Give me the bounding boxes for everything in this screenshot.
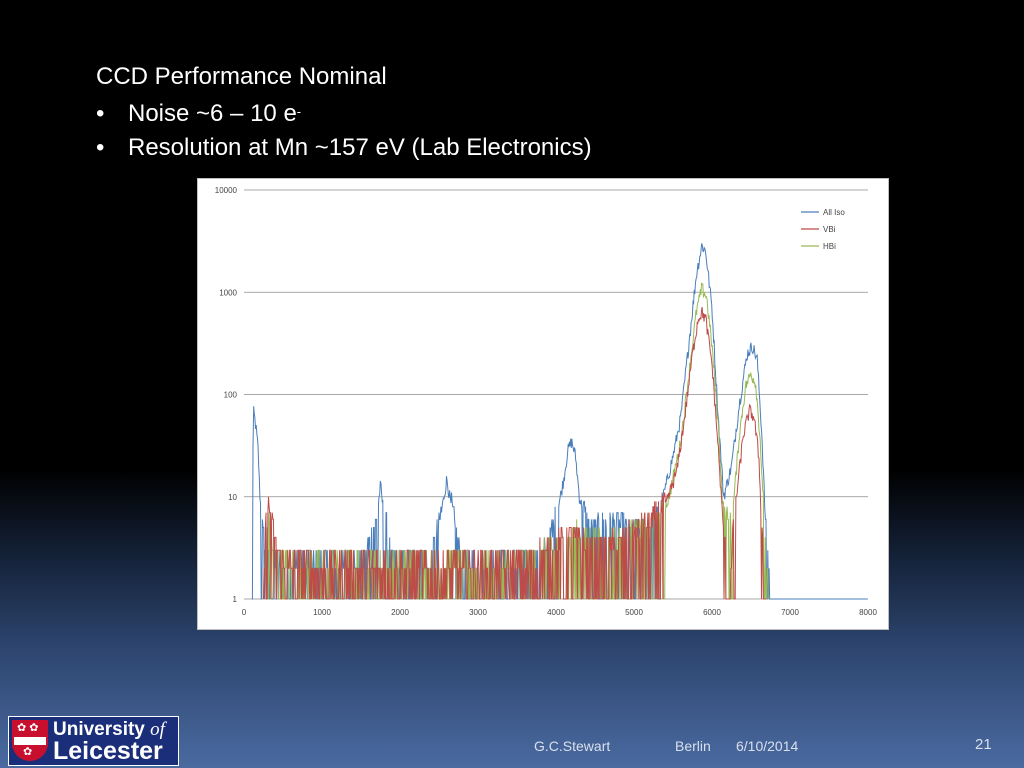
bullet-dot: • <box>96 134 105 161</box>
crest-lion-icon: ✿ <box>23 746 33 758</box>
y-tick-label: 1 <box>233 595 238 604</box>
legend-label: All Iso <box>823 208 845 217</box>
y-tick-label: 100 <box>224 391 238 400</box>
series-line <box>263 282 769 600</box>
y-tick-label: 10 <box>228 493 237 502</box>
x-tick-label: 4000 <box>547 608 565 617</box>
logo-word-university: University <box>53 719 145 740</box>
x-tick-label: 8000 <box>859 608 877 617</box>
footer-author: G.C.Stewart <box>534 738 611 754</box>
crest-band <box>14 737 46 745</box>
footer-location: Berlin <box>675 738 711 754</box>
bullet-noise: • Noise ~6 – 10 e- <box>96 97 592 131</box>
university-logo: ✿ ✿ ✿ University of Leicester <box>8 716 179 766</box>
crest-lion-icon: ✿ ✿ <box>17 722 39 734</box>
logo-word-of: of <box>150 719 165 740</box>
spectrum-chart-svg: 1 10 100 1000 10000 0 1000 2000 3000 4000 5000 6000… <box>215 186 878 617</box>
bullet-resolution-text: Resolution at Mn ~157 eV (Lab Electronic… <box>128 134 592 161</box>
bullet-noise-sup: - <box>296 104 302 119</box>
bullet-dot: • <box>96 100 105 127</box>
y-tick-label: 10000 <box>215 186 238 195</box>
logo-text-leicester: Leicester <box>53 737 163 765</box>
x-tick-label: 5000 <box>625 608 643 617</box>
x-tick-label: 6000 <box>703 608 721 617</box>
series-line <box>263 306 767 600</box>
x-tick-label: 7000 <box>781 608 799 617</box>
x-tick-label: 1000 <box>313 608 331 617</box>
slide-title: CCD Performance Nominal <box>96 63 387 90</box>
footer-page-number: 21 <box>975 736 992 753</box>
x-tick-label: 3000 <box>469 608 487 617</box>
legend-label: HBi <box>823 242 836 251</box>
bullet-noise-text: Noise ~6 – 10 e <box>128 100 297 127</box>
spectrum-chart: 1 10 100 1000 10000 0 1000 2000 3000 4000 5000 6000… <box>197 178 889 630</box>
logo-text-university: University of <box>53 719 165 740</box>
x-tick-label: 2000 <box>391 608 409 617</box>
crest-icon: ✿ ✿ ✿ <box>12 720 48 761</box>
footer-date: 6/10/2014 <box>736 738 799 754</box>
legend-label: VBi <box>823 225 836 234</box>
bullet-resolution: • Resolution at Mn ~157 eV (Lab Electroni… <box>96 131 592 165</box>
x-tick-label: 0 <box>242 608 247 617</box>
series-line <box>251 243 868 600</box>
y-tick-label: 1000 <box>219 288 237 297</box>
bullet-list: • Noise ~6 – 10 e- • Resolution at Mn ~157… <box>96 97 592 165</box>
